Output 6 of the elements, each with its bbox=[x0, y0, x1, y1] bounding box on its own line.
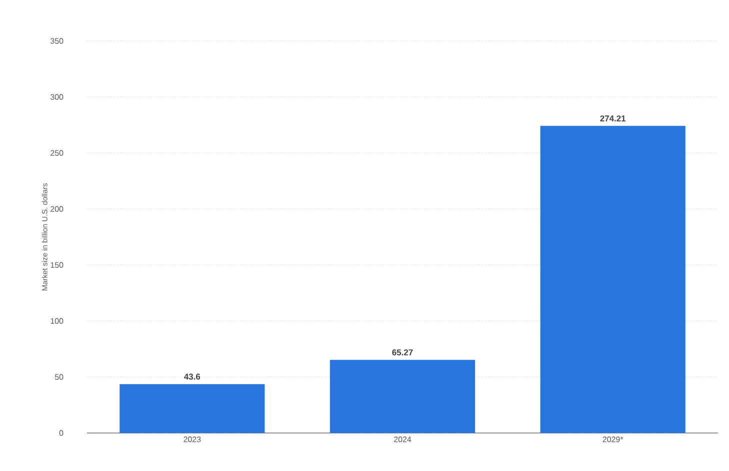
data-label: 65.27 bbox=[392, 349, 413, 356]
data-label: 43.6 bbox=[184, 374, 200, 380]
bar bbox=[540, 126, 686, 433]
bar bbox=[330, 360, 476, 433]
data-label: 274.21 bbox=[600, 115, 626, 122]
bar bbox=[120, 384, 265, 433]
